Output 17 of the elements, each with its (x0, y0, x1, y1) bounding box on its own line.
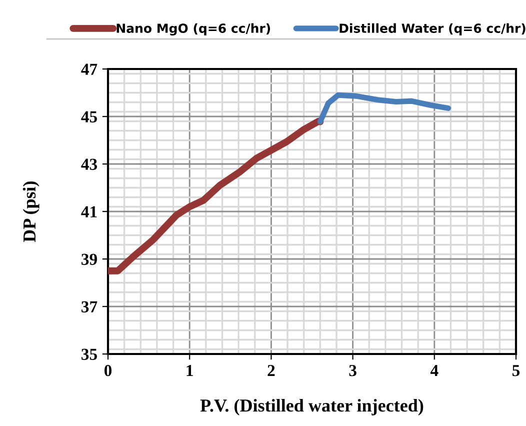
y-axis-title: DP (psi) (22, 181, 40, 242)
x-tick-label: 4 (430, 365, 438, 376)
y-tick-label: 47 (81, 64, 98, 75)
x-tick-label: 5 (512, 365, 520, 376)
y-tick-label: 41 (81, 206, 97, 218)
y-tick-label: 39 (82, 254, 97, 265)
y-tick-label: 35 (82, 348, 97, 360)
x-tick-label: 0 (104, 364, 112, 376)
legend-label: Distilled Water (q=6 cc/hr) (340, 23, 526, 36)
y-tick-label: 37 (82, 301, 98, 312)
x-axis-title: P.V. (Distilled water injected) (200, 398, 424, 416)
legend-label: Nano MgO (q=6 cc/hr) (116, 23, 270, 36)
y-tick-label: 45 (81, 111, 97, 122)
x-tick-label: 3 (349, 364, 356, 376)
x-tick-label: 1 (186, 364, 193, 376)
y-tick-label: 43 (81, 158, 98, 170)
x-tick-label: 2 (268, 364, 275, 376)
